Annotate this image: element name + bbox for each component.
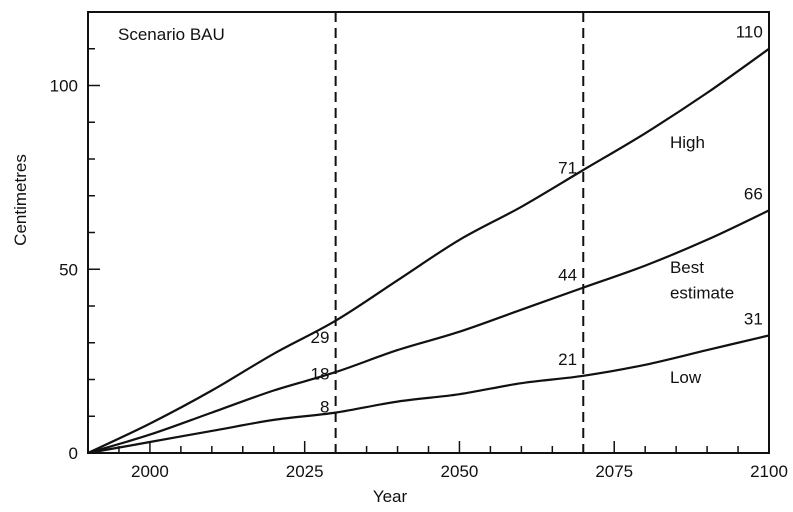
data-label: 71: [558, 159, 577, 178]
y-tick-label: 100: [50, 77, 78, 96]
x-tick-label: 2050: [441, 462, 479, 481]
data-label: 66: [744, 184, 763, 203]
series-label: High: [670, 133, 705, 152]
data-label: 44: [558, 265, 577, 284]
series-line-best-estimate: [87, 209, 770, 455]
data-label: 8: [320, 398, 329, 417]
y-axis-label: Centimetres: [11, 154, 30, 246]
x-axis-label: Year: [373, 487, 408, 506]
y-tick-label: 0: [69, 444, 78, 463]
data-labels: High Best estimate Low 29 18 8 71 44 21 110 66 31: [311, 23, 763, 417]
data-label: 110: [736, 23, 763, 42]
series-line-high: [87, 47, 770, 454]
data-label: 21: [558, 350, 577, 369]
y-tick-label: 50: [59, 260, 78, 279]
x-tick-label: 2025: [286, 462, 324, 481]
reference-lines: [334, 12, 585, 453]
series-label: estimate: [670, 284, 734, 303]
x-tick-label: 2100: [750, 462, 788, 481]
x-tick-label: 2075: [595, 462, 633, 481]
series-lines: [87, 47, 770, 455]
x-tick-label: 2000: [131, 462, 169, 481]
plot-frame: [87, 11, 770, 454]
data-label: 29: [311, 328, 330, 347]
axis-ticks: 2000 2025 2050 2075 2100 0 50 100: [50, 48, 788, 481]
series-line-low: [87, 334, 770, 455]
data-label: 31: [744, 309, 763, 328]
series-label: Best: [670, 258, 704, 277]
data-label: 18: [311, 365, 330, 384]
series-label: Low: [670, 368, 702, 387]
chart-title: Scenario BAU: [118, 25, 225, 44]
